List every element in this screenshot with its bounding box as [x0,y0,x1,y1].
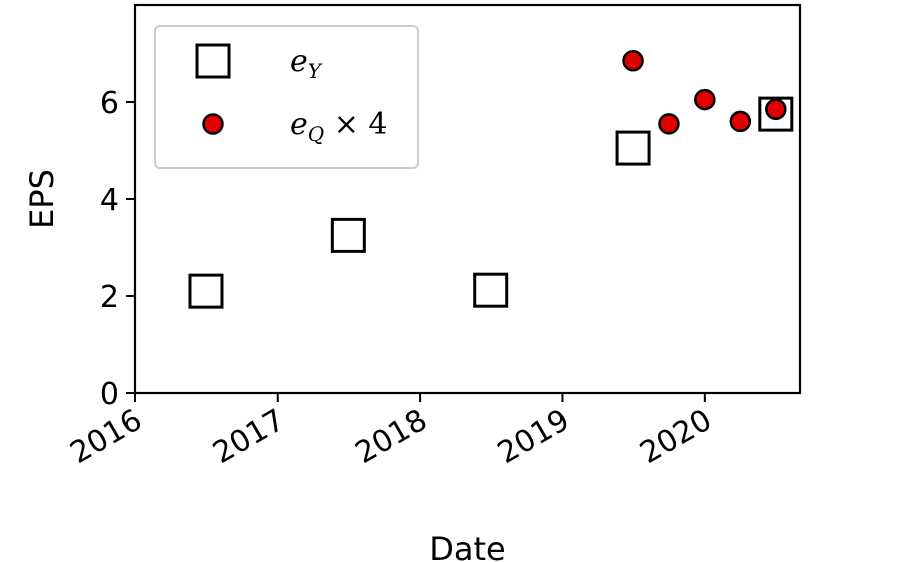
y-tick-label: 6 [100,86,119,121]
x-tick-label: 2019 [492,403,576,471]
circle-data-point [694,88,716,111]
legend-box [154,25,419,169]
x-tick-label: 2020 [634,403,718,471]
x-tick-label: 2018 [349,403,433,471]
legend-label: eQ × 4 [290,107,387,146]
circle-data-point [622,50,644,72]
square-data-point [473,272,509,308]
points-layer [188,50,794,309]
square-data-point [330,217,366,253]
series-1-points [622,50,787,135]
series-0-points [188,96,794,309]
y-tick-label: 4 [100,183,119,218]
square-data-point [758,96,794,132]
y-tick-label: 2 [100,280,119,315]
y-tick-label: 0 [100,377,119,412]
square-data-point [615,130,651,166]
x-tick-label: 2016 [64,403,148,471]
square-data-point [188,273,224,309]
circle-data-point [658,113,680,135]
circle-data-point [765,98,787,121]
x-axis-label: Date [429,530,505,562]
y-axis-label: EPS [23,169,61,229]
legend-square-marker [195,43,231,79]
plot-frame [133,3,802,395]
circle-data-point [729,110,752,133]
legend-entry: eQ × 4 [202,107,387,146]
legend-circle-marker [202,113,224,135]
x-tick-label: 2017 [207,403,291,471]
